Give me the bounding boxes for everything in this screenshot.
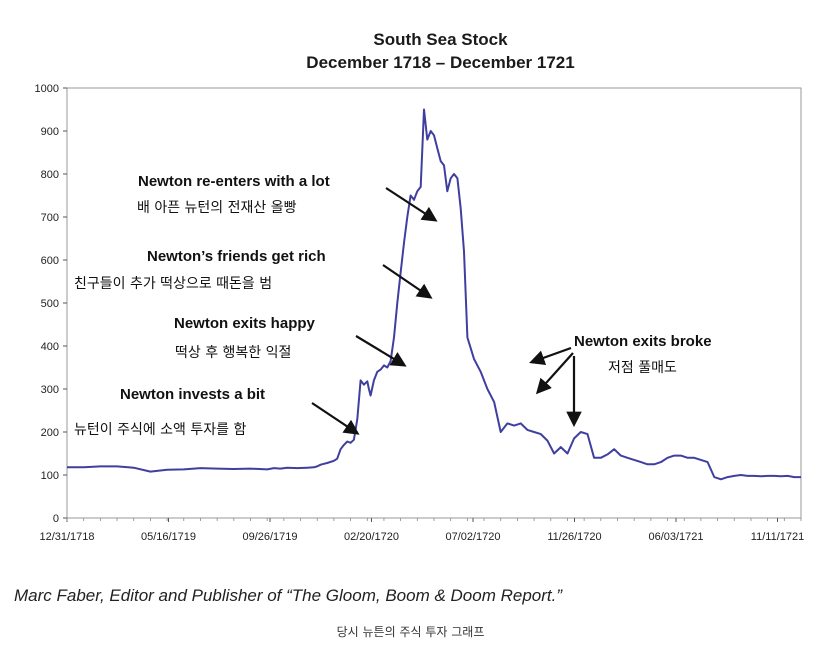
annotation-arrow: [311, 402, 360, 435]
y-tick-label: 0: [53, 513, 59, 525]
chart-credit: Marc Faber, Editor and Publisher of “The…: [14, 586, 563, 605]
annotation-korean-label: 친구들이 추가 떡상으로 때돈을 범: [74, 276, 272, 292]
annotation-korean-label: 저점 풀매도: [608, 360, 677, 376]
y-tick-label: 300: [41, 384, 59, 396]
y-tick-label: 700: [41, 212, 59, 224]
image-caption: 당시 뉴튼의 주식 투자 그래프: [336, 625, 485, 639]
y-tick-label: 400: [41, 341, 59, 353]
y-tick-label: 1000: [35, 83, 59, 95]
y-tick-label: 800: [41, 169, 59, 181]
annotation-arrow: [529, 346, 572, 366]
annotation-korean-label: 뉴턴이 주식에 소액 투자를 함: [74, 422, 246, 438]
y-tick-label: 900: [41, 126, 59, 138]
annotation-label: Newton invests a bit: [120, 386, 265, 403]
x-tick-label: 06/03/1721: [648, 531, 703, 543]
y-tick-label: 100: [41, 470, 59, 482]
x-tick-label: 09/26/1719: [242, 531, 297, 543]
x-tick-label: 07/02/1720: [445, 531, 500, 543]
annotation-arrow: [385, 187, 438, 222]
chart-title: South Sea Stock: [373, 30, 508, 49]
x-tick-label: 05/16/1719: [141, 531, 196, 543]
line-chart: 0 100 200 300 400 500 600 700 800 900 1000 12/31/17…: [35, 83, 805, 543]
y-tick-label: 200: [41, 427, 59, 439]
chart-area: South Sea Stock December 1718 – December…: [35, 30, 805, 543]
annotation-arrow: [382, 264, 433, 299]
annotation-korean-label: 배 아픈 뉴턴의 전재산 올빵: [137, 200, 297, 216]
annotation-label: Newton exits happy: [174, 315, 316, 332]
x-tick-label: 02/20/1720: [344, 531, 399, 543]
annotation-label: Newton exits broke: [574, 333, 712, 350]
y-tick-label: 500: [41, 298, 59, 310]
annotation-arrow: [355, 335, 407, 367]
x-tick-label: 12/31/1718: [39, 531, 94, 543]
x-tick-label: 11/11/1721: [751, 531, 804, 543]
plot-frame: [66, 87, 802, 519]
annotation-label: Newton re-enters with a lot: [138, 173, 330, 190]
x-tick-label: 11/26/1720: [547, 531, 601, 543]
price-line: [67, 108, 801, 481]
annotation-label: Newton’s friends get rich: [147, 248, 326, 265]
annotation-korean-label: 떡상 후 행복한 익절: [175, 345, 291, 361]
y-tick-label: 600: [41, 255, 59, 267]
annotation-arrow: [535, 352, 574, 395]
chart-subtitle: December 1718 – December 1721: [306, 53, 575, 72]
